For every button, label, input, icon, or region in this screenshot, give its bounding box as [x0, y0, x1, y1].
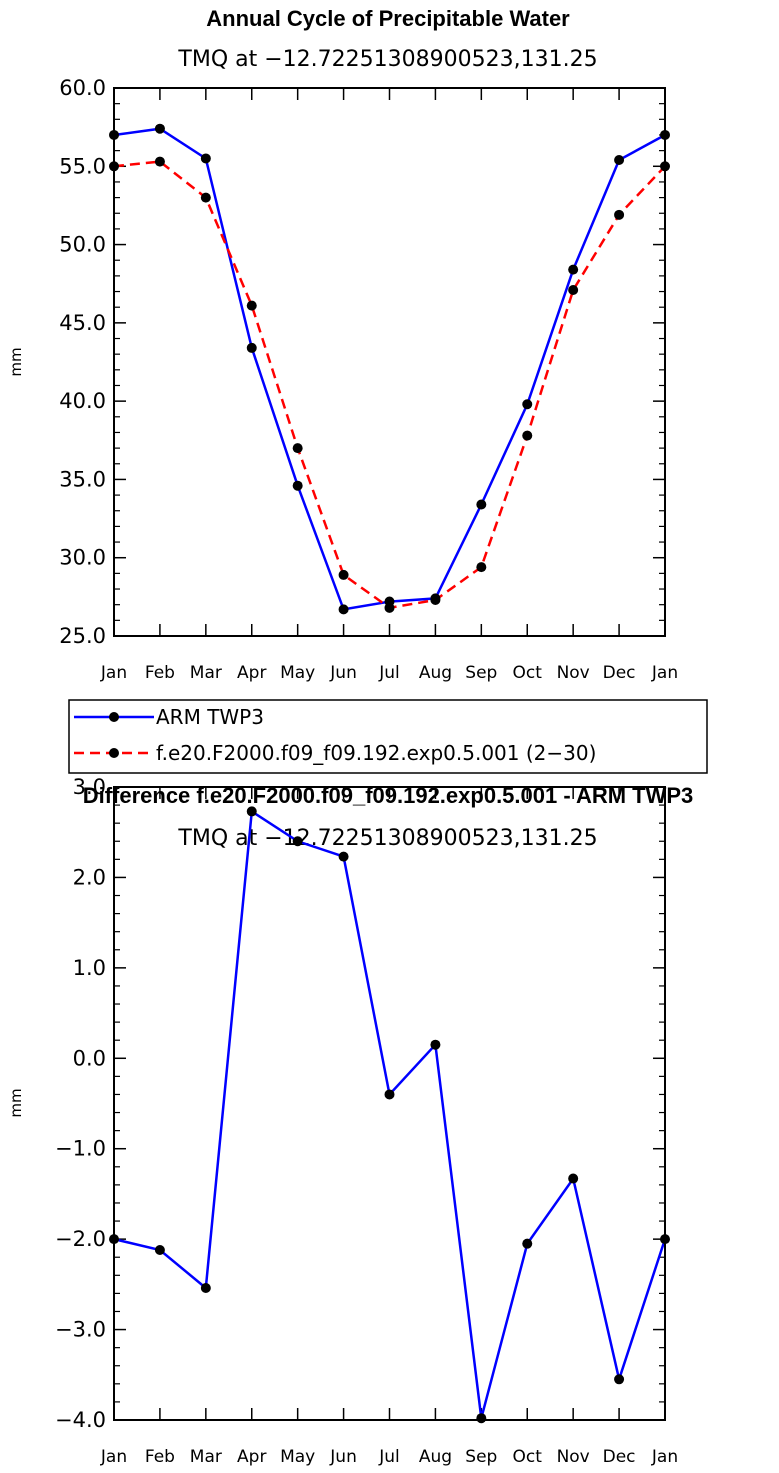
chart1-x-tick-label: May [280, 663, 315, 683]
chart1-series-1-point [338, 569, 349, 580]
chart2-x-tick-label: Oct [513, 1447, 543, 1467]
chart2-x-tick-label: May [280, 1447, 315, 1467]
chart1-series-1-point [476, 562, 487, 573]
chart1-x-tick-label: Jun [329, 663, 357, 683]
legend-box [68, 699, 708, 774]
chart1-x-tick-label: Mar [190, 663, 222, 683]
chart2-series-0-point [430, 1039, 441, 1050]
chart1-series-0-point [338, 604, 349, 615]
chart2-x-tick-label: Jan [100, 1447, 127, 1467]
chart2-x-tick-label: Jan [651, 1447, 678, 1467]
chart1-x-tick-label: Apr [237, 663, 266, 683]
chart1-y-tick-label: 55.0 [59, 154, 106, 178]
chart1-series-1-point [614, 209, 625, 220]
chart1-x-tick-label: Jan [651, 663, 678, 683]
legend-marker-arm-twp3 [109, 712, 119, 722]
chart2-plot-frame [113, 786, 666, 1421]
chart2-series-0-line [113, 809, 667, 1419]
chart2-tick-labels: Jan Feb Mar Apr May Jun Jul Aug Sep Oct Nov Dec Jan −… [55, 775, 678, 1467]
chart1-y-tick-label: 45.0 [59, 311, 106, 335]
chart2-axis-ticks [113, 786, 666, 1421]
chart2-y-tick-label: 3.0 [73, 775, 106, 799]
legend-label-arm-twp3: ARM TWP3 [156, 705, 264, 729]
chart2-y-tick-label: −1.0 [55, 1137, 106, 1161]
chart1-x-tick-label: Jan [100, 663, 127, 683]
chart2-y-tick-label: −3.0 [55, 1318, 106, 1342]
chart2-x-tick-label: Nov [557, 1447, 590, 1467]
chart1-series-0-point [154, 123, 165, 134]
chart2-series-0-point [246, 806, 257, 817]
chart2-series-0-point [384, 1089, 395, 1100]
chart1-y-tick-label: 40.0 [59, 389, 106, 413]
chart1-series-1-point [522, 430, 533, 441]
chart2-x-tick-label: Jul [378, 1447, 400, 1467]
chart1-series-1-point [430, 594, 441, 605]
chart1-series-0-point [292, 480, 303, 491]
chart1-legend: ARM TWP3 f.e20.F2000.f09_f09.192.exp0.5.… [68, 699, 708, 774]
chart2-x-tick-label: Feb [145, 1447, 175, 1467]
chart2-series-0-point [154, 1244, 165, 1255]
chart2-y-tick-label: −4.0 [55, 1408, 106, 1432]
chart1-series-1-point [246, 300, 257, 311]
chart2-subtitle: TMQ at −12.72251308900523,131.25 [177, 826, 597, 851]
chart2-x-tick-label: Aug [419, 1447, 452, 1467]
chart1-y-tick-label: 50.0 [59, 233, 106, 257]
chart2-series-0-point [614, 1374, 625, 1385]
chart1-series-0-point [568, 264, 579, 275]
chart1-series-0-point [614, 155, 625, 166]
chart2-y-tick-label: 0.0 [73, 1046, 106, 1070]
chart2-series-group [109, 806, 670, 1424]
chart2-series-0-point [292, 836, 303, 847]
chart2-x-tick-label: Sep [465, 1447, 497, 1467]
chart1-series-0-point [522, 399, 533, 410]
chart1-x-tick-label: Oct [513, 663, 543, 683]
chart2-series-0-point [200, 1282, 211, 1293]
chart1-subtitle: TMQ at −12.72251308900523,131.25 [177, 47, 597, 72]
legend-marker-model [109, 748, 119, 758]
chart1-x-tick-label: Sep [465, 663, 497, 683]
chart1-series-0-point [246, 342, 257, 353]
chart2-x-tick-label: Apr [237, 1447, 266, 1467]
chart2-x-tick-label: Jun [329, 1447, 357, 1467]
chart1-series-1-point [154, 156, 165, 167]
difference-chart: Difference f.e20.F2000.f09_f09.192.exp0.… [7, 775, 693, 1467]
chart1-series-1-line [113, 160, 666, 610]
chart1-x-tick-label: Jul [378, 663, 400, 683]
chart2-y-tick-label: −2.0 [55, 1227, 106, 1251]
chart2-x-tick-label: Mar [190, 1447, 222, 1467]
chart2-series-0-point [338, 851, 349, 862]
chart1-y-axis-label: mm [7, 347, 25, 376]
chart1-y-tick-label: 35.0 [59, 467, 106, 491]
chart1-axis-ticks [113, 87, 666, 637]
chart1-y-tick-label: 25.0 [59, 624, 106, 648]
chart1-x-tick-label: Feb [145, 663, 175, 683]
chart2-y-tick-label: 1.0 [73, 956, 106, 980]
chart1-series-1-point [384, 602, 395, 613]
chart2-series-0-point [568, 1173, 579, 1184]
chart1-x-tick-label: Dec [603, 663, 636, 683]
chart2-x-tick-label: Dec [603, 1447, 636, 1467]
chart1-x-tick-label: Nov [557, 663, 590, 683]
chart1-plot-frame [113, 87, 666, 637]
chart2-y-tick-label: 2.0 [73, 865, 106, 889]
chart1-series-0-line [113, 127, 666, 611]
chart1-tick-labels: Jan Feb Mar Apr May Jun Jul Aug Sep Oct Nov Dec Jan 2… [59, 76, 678, 683]
chart1-y-tick-label: 60.0 [59, 76, 106, 100]
chart1-x-tick-label: Aug [419, 663, 452, 683]
legend-label-model: f.e20.F2000.f09_f09.192.exp0.5.001 (2−30… [156, 741, 596, 765]
chart1-series-1-point [200, 192, 211, 203]
chart2-series-0-point [522, 1238, 533, 1249]
chart1-series-1-point [568, 284, 579, 295]
annual-cycle-chart: Annual Cycle of Precipitable Water TMQ a… [7, 6, 678, 683]
chart1-series-0-point [476, 499, 487, 510]
chart2-series-0-point [476, 1413, 487, 1424]
chart2-y-axis-label: mm [7, 1088, 25, 1117]
chart1-title: Annual Cycle of Precipitable Water [206, 6, 570, 31]
chart1-series-1-point [292, 443, 303, 454]
chart1-series-group [109, 123, 670, 615]
chart1-y-tick-label: 30.0 [59, 546, 106, 570]
chart1-series-0-point [200, 153, 211, 164]
